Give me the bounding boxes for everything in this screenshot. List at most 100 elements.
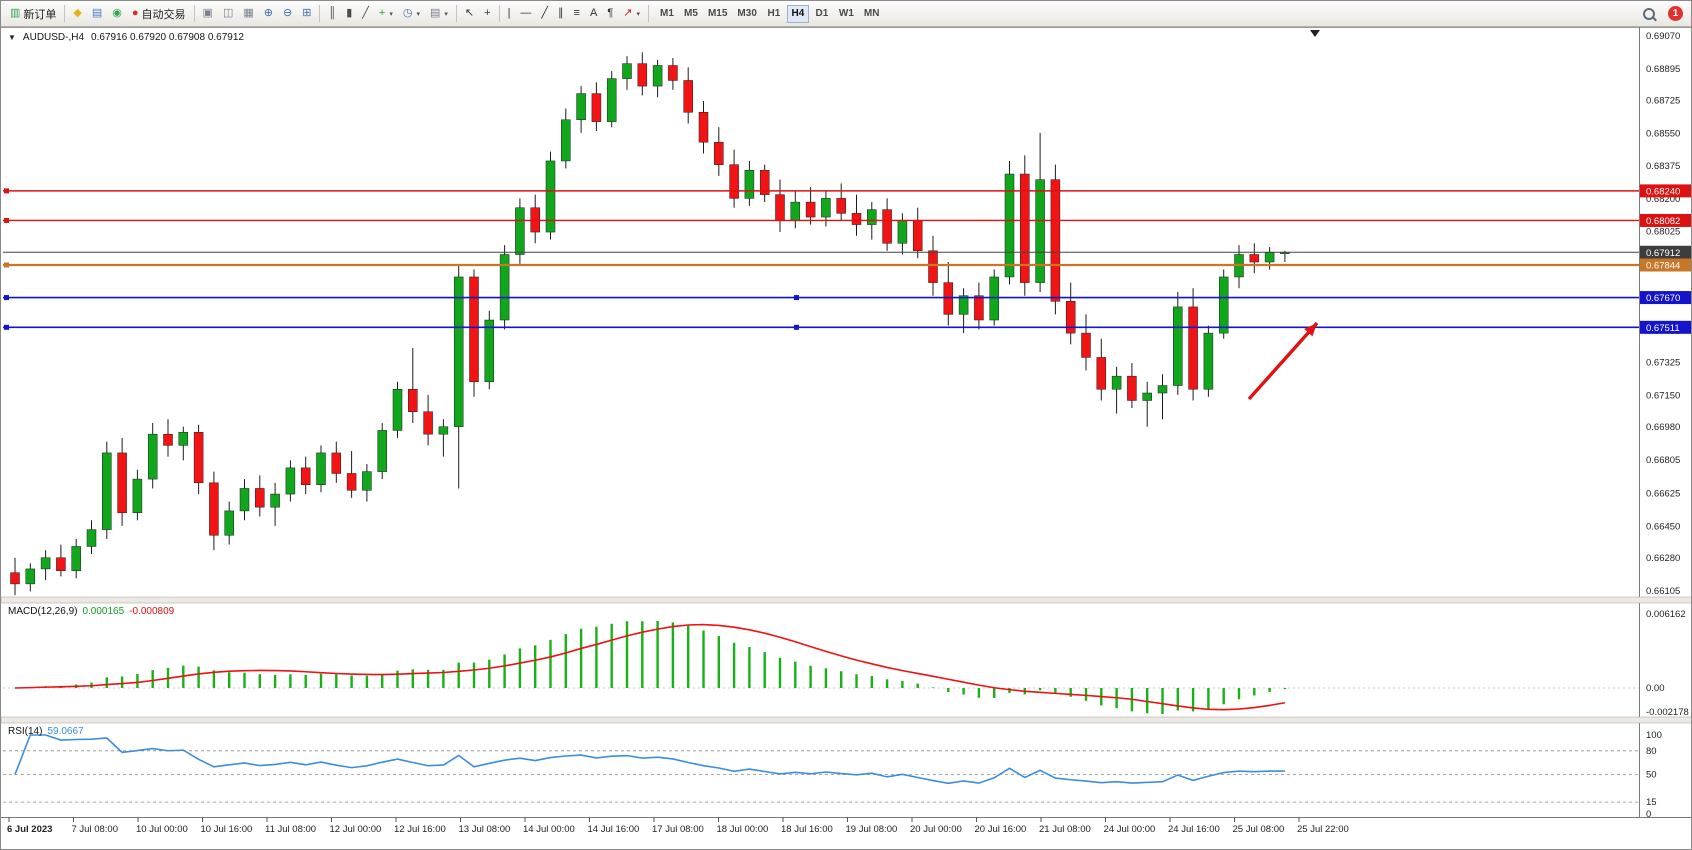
notification-badge[interactable]: 1: [1668, 6, 1683, 21]
horizontal-line-button[interactable]: —: [515, 4, 536, 24]
text-label-icon: ¶: [607, 7, 614, 19]
horizontal-lines[interactable]: [3, 188, 1639, 330]
autotrading-button[interactable]: ● 自动交易: [127, 4, 191, 24]
line-center-anchor[interactable]: [794, 295, 799, 301]
bear-candle: [882, 209, 892, 244]
line-left-anchor[interactable]: [4, 217, 9, 223]
timeframe-m1-button[interactable]: M1: [656, 5, 678, 23]
bear-candle: [1081, 332, 1091, 358]
bear-candle: [836, 198, 846, 214]
line-left-anchor[interactable]: [4, 295, 9, 301]
timeframe-h1-button[interactable]: H1: [763, 5, 785, 23]
bull-candle: [270, 493, 280, 508]
panel-separator[interactable]: [1, 716, 1692, 724]
timeframe-m5-button[interactable]: M5: [680, 5, 702, 23]
tile-horizontal-icon: ◫: [222, 7, 234, 19]
bear-candle: [255, 488, 265, 508]
line-left-anchor[interactable]: [4, 188, 9, 194]
arrow-head[interactable]: [1304, 323, 1317, 337]
panel-separator[interactable]: [1, 596, 1692, 604]
line-left-anchor[interactable]: [4, 324, 9, 330]
bar-chart-button[interactable]: ║: [323, 4, 341, 24]
community-button[interactable]: ◉: [107, 4, 127, 24]
bull-candle: [316, 452, 326, 485]
metaeditor-button[interactable]: ◆: [68, 4, 86, 24]
bull-candle: [224, 510, 234, 536]
chart-symbol-period: AUDUSD-,H4: [22, 32, 85, 43]
cascade-windows-button[interactable]: ▣: [198, 4, 218, 24]
toolbar-separator: [64, 5, 66, 22]
chart-shift-marker[interactable]: [1310, 30, 1320, 37]
time-axis-label: 12 Jul 16:00: [394, 824, 446, 835]
tile-horizontal-button[interactable]: ◫: [218, 4, 238, 24]
bear-candle: [117, 452, 127, 514]
bull-candle: [132, 478, 143, 514]
chart-menu-icon[interactable]: ▼: [8, 33, 16, 42]
price-axis-label: 0.68895: [1646, 64, 1680, 75]
timeframe-w1-button[interactable]: W1: [835, 5, 858, 23]
bull-candle: [867, 209, 877, 225]
bear-candle: [10, 572, 20, 585]
new-order-button[interactable]: ▥ 新订单: [5, 4, 61, 24]
timeframe-m15-button[interactable]: M15: [704, 5, 731, 23]
candlestick-chart-button[interactable]: ▮: [341, 4, 357, 24]
bear-candle: [775, 194, 785, 222]
time-axis-label: 14 Jul 00:00: [523, 824, 575, 835]
price-axis-label: 0.68025: [1646, 227, 1680, 238]
trendline-button[interactable]: ╱: [536, 4, 553, 24]
bull-candle: [40, 557, 51, 570]
zoom-in-button[interactable]: ⊕: [259, 4, 278, 24]
time-axis-label: 11 Jul 08:00: [265, 824, 316, 835]
cursor-button[interactable]: ↖: [460, 4, 479, 24]
text-button[interactable]: A: [585, 4, 602, 24]
period-menu-button[interactable]: ◷ ▾: [398, 4, 425, 24]
bull-candle: [102, 452, 112, 530]
price-axis-label: 0.68200: [1646, 194, 1680, 205]
bear-candle: [759, 170, 770, 195]
bull-candle: [362, 471, 372, 491]
rsi-name: RSI(14): [8, 726, 43, 737]
arrows-button[interactable]: ↗ ▾: [618, 4, 645, 24]
bull-candle: [239, 488, 250, 512]
chart-background: [1, 27, 1691, 849]
text-label-button[interactable]: ¶: [602, 4, 618, 24]
bear-candle: [1050, 179, 1061, 302]
tile-vertical-button[interactable]: ▦: [238, 4, 258, 24]
market-watch-button[interactable]: ▤: [87, 4, 107, 24]
trend-arrow[interactable]: [1247, 321, 1319, 401]
toolbar-separator: [647, 5, 649, 22]
bear-candle: [423, 411, 433, 435]
time-axis-label: 14 Jul 16:00: [588, 824, 640, 835]
line-chart-button[interactable]: ╱: [357, 4, 374, 24]
timeframe-mn-button[interactable]: MN: [860, 5, 884, 23]
bear-candle: [163, 433, 173, 446]
time-axis-label: 20 Jul 00:00: [910, 824, 962, 835]
timeframe-m30-button[interactable]: M30: [733, 5, 760, 23]
macd-name: MACD(12,26,9): [8, 606, 78, 617]
tile-charts-button[interactable]: ⊞: [297, 4, 316, 24]
search-button[interactable]: [1638, 4, 1660, 24]
template-menu-button[interactable]: ▤ ▾: [425, 4, 453, 24]
line-center-anchor[interactable]: [794, 324, 799, 330]
add-indicator-button[interactable]: + ▾: [374, 4, 398, 24]
zoom-out-button[interactable]: ⊖: [278, 4, 297, 24]
market-watch-icon: ▤: [91, 7, 103, 19]
bull-candle: [453, 276, 464, 427]
vertical-line-button[interactable]: |: [503, 4, 516, 24]
price-axis-label: 0.69070: [1646, 31, 1680, 42]
bull-candle: [1264, 252, 1275, 263]
channel-button[interactable]: ∥: [553, 4, 569, 24]
price-axis-label: 0.67325: [1646, 358, 1680, 369]
fibonacci-button[interactable]: ≡: [569, 4, 585, 24]
timeframe-h4-button[interactable]: H4: [786, 4, 809, 23]
macd-signal-value: -0.000809: [129, 606, 175, 617]
arrow-icon: ↗: [623, 7, 633, 19]
timeframe-d1-button[interactable]: D1: [811, 5, 833, 23]
line-left-anchor[interactable]: [4, 262, 9, 268]
arrow-shaft[interactable]: [1247, 321, 1319, 401]
crosshair-button[interactable]: +: [479, 4, 495, 24]
bull-candle: [392, 389, 403, 431]
bear-candle: [346, 473, 357, 491]
